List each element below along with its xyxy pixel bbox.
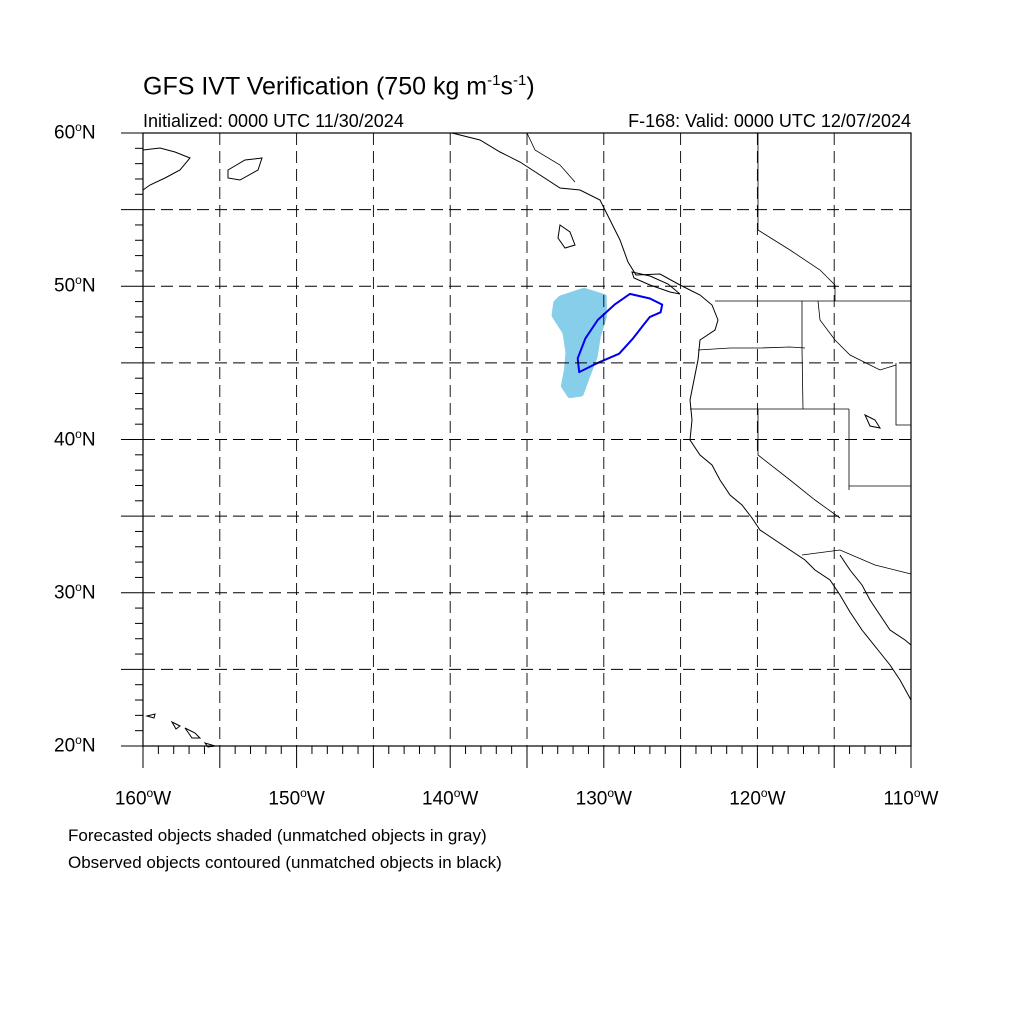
lat-label: 30oN (54, 579, 96, 604)
border-alaska-canada (526, 132, 576, 183)
forecast-object-shaded (551, 287, 607, 399)
lon-label: 110oW (883, 786, 939, 810)
border-idaho (801, 301, 804, 410)
border-us-mexico (801, 549, 912, 575)
legend-note-observed: Observed objects contoured (unmatched ob… (68, 853, 502, 872)
border-california-nevada (757, 409, 841, 519)
observed-object-contour (576, 292, 664, 374)
island-haida-gwaii (557, 224, 576, 249)
initialized-time: Initialized: 0000 UTC 11/30/2024 (143, 111, 404, 131)
lon-label: 150oW (268, 786, 325, 810)
chart-title: GFS IVT Verification (750 kg m-1s-1) (143, 72, 535, 101)
border-montana-idaho (817, 300, 897, 371)
lat-label: 40oN (54, 426, 96, 450)
great-salt-lake (863, 413, 882, 429)
hawaii-islands (145, 713, 216, 748)
legend-note-forecast: Forecasted objects shaded (unmatched obj… (68, 826, 487, 845)
lon-label: 120oW (729, 786, 786, 810)
coastline-baja-gulf (839, 554, 912, 646)
island-kodiak (227, 157, 263, 181)
coastline-north-america (451, 132, 912, 701)
lon-label: 140oW (422, 786, 479, 810)
border-alberta (757, 229, 836, 301)
lat-label: 60oN (54, 120, 96, 144)
border-wyoming (895, 363, 911, 426)
island-vancouver (631, 271, 681, 295)
valid-time: F-168: Valid: 0000 UTC 12/07/2024 (628, 111, 911, 131)
coastline-alaska (142, 147, 191, 191)
lat-label: 50oN (54, 273, 96, 297)
lon-label: 160oW (114, 786, 172, 810)
lat-label: 20oN (54, 733, 96, 757)
border-washington-oregon (697, 346, 806, 351)
lon-label: 130oW (575, 786, 632, 810)
